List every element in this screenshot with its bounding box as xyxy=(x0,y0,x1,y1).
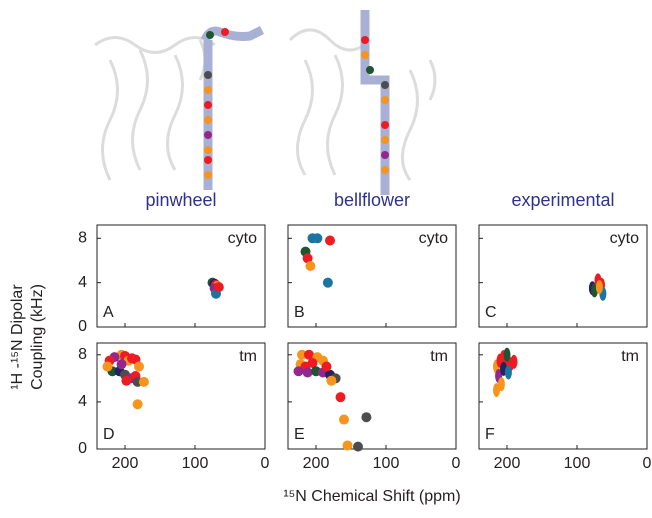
point xyxy=(493,383,500,398)
x-tick-label: 200 xyxy=(303,455,330,472)
panel-annotation: tm xyxy=(430,348,448,365)
column-title: experimental xyxy=(511,190,614,210)
x-tick-label: 100 xyxy=(564,455,591,472)
point xyxy=(297,349,307,360)
panel-label: B xyxy=(294,304,305,321)
panel-annotation: cyto xyxy=(228,230,257,247)
point xyxy=(304,349,314,360)
panel-frame xyxy=(287,342,457,450)
point xyxy=(361,412,372,423)
panel-label: F xyxy=(485,426,495,443)
y-tick-label: 8 xyxy=(78,230,87,247)
point xyxy=(503,347,511,362)
point xyxy=(116,359,127,370)
point xyxy=(134,361,144,372)
point xyxy=(302,367,313,378)
x-tick-label: 0 xyxy=(452,455,461,472)
point xyxy=(595,280,603,295)
y-tick-label: 8 xyxy=(78,346,87,363)
panel-label: E xyxy=(294,426,305,443)
point xyxy=(312,233,323,244)
point xyxy=(302,253,313,264)
y-tick-label: 4 xyxy=(78,274,87,291)
x-tick-label: 100 xyxy=(182,455,209,472)
y-tick-label: 0 xyxy=(78,318,87,335)
point xyxy=(138,376,149,387)
point xyxy=(510,354,518,369)
point xyxy=(504,365,512,380)
panel-label: D xyxy=(103,426,115,443)
point xyxy=(213,282,224,293)
x-tick-label: 200 xyxy=(494,455,521,472)
point xyxy=(102,361,113,372)
y-axis-label: Coupling (kHz) xyxy=(29,284,46,390)
panel-annotation: cyto xyxy=(419,230,448,247)
x-tick-label: 200 xyxy=(112,455,139,472)
y-axis-label: ¹H -¹⁵N Dipolar xyxy=(9,284,26,390)
y-tick-label: 4 xyxy=(78,393,87,410)
point xyxy=(307,358,318,369)
y-tick-label: 0 xyxy=(78,440,87,457)
panel-annotation: cyto xyxy=(610,230,639,247)
x-tick-label: 100 xyxy=(373,455,400,472)
point xyxy=(293,366,304,377)
panel-annotation: tm xyxy=(621,348,639,365)
point xyxy=(322,277,333,288)
panel-annotation: tm xyxy=(239,348,257,365)
point xyxy=(342,440,353,451)
column-title: pinwheel xyxy=(145,190,216,210)
panel-frame xyxy=(478,342,648,450)
panel-frame xyxy=(96,224,266,328)
helix xyxy=(200,10,390,195)
point xyxy=(339,414,349,425)
panel-frame xyxy=(478,224,648,328)
x-tick-label: 0 xyxy=(643,455,652,472)
point xyxy=(121,375,132,386)
x-tick-label: 0 xyxy=(261,455,270,472)
point xyxy=(326,375,337,386)
point xyxy=(335,392,346,403)
point xyxy=(132,399,143,410)
point xyxy=(305,261,316,272)
point xyxy=(321,361,332,372)
panel-label: C xyxy=(485,304,497,321)
panel-frame xyxy=(287,224,457,328)
point xyxy=(353,441,363,452)
protein-illustration xyxy=(94,28,437,181)
panel-frame xyxy=(96,342,266,450)
panel-label: A xyxy=(103,304,114,321)
point xyxy=(325,235,335,246)
x-axis-label: ¹⁵N Chemical Shift (ppm) xyxy=(283,488,460,505)
column-title: bellflower xyxy=(334,190,410,210)
